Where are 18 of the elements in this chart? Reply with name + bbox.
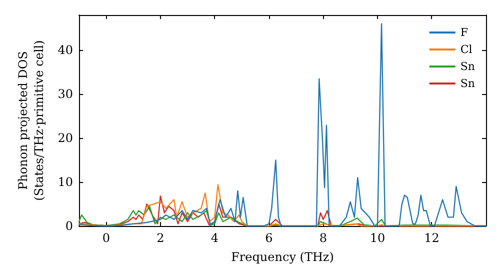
x-tick-label: 12 [424,231,440,245]
y-tick-label: 0 [65,219,73,233]
x-axis-title: Frequency (THz) [231,250,334,264]
x-tick-label: 10 [370,231,386,245]
legend-label: F [460,26,468,39]
y-tick-label: 40 [58,43,73,58]
legend-label: Sn [460,77,476,90]
x-tick-label: 4 [210,231,219,245]
x-tick-label: 6 [265,231,273,245]
legend-label: Sn [460,60,476,73]
x-tick-label: 0 [102,231,110,245]
y-tick-label: 30 [58,87,73,102]
y-axis-title: Phonon projected DOS (States/THz·primitive cell) [16,40,46,201]
x-tick-label: 2 [156,231,164,245]
y-tick-label: 20 [58,131,73,146]
x-tick-label: 8 [319,231,328,245]
legend-label: Cl [460,43,473,56]
y-tick-label: 10 [58,175,73,190]
